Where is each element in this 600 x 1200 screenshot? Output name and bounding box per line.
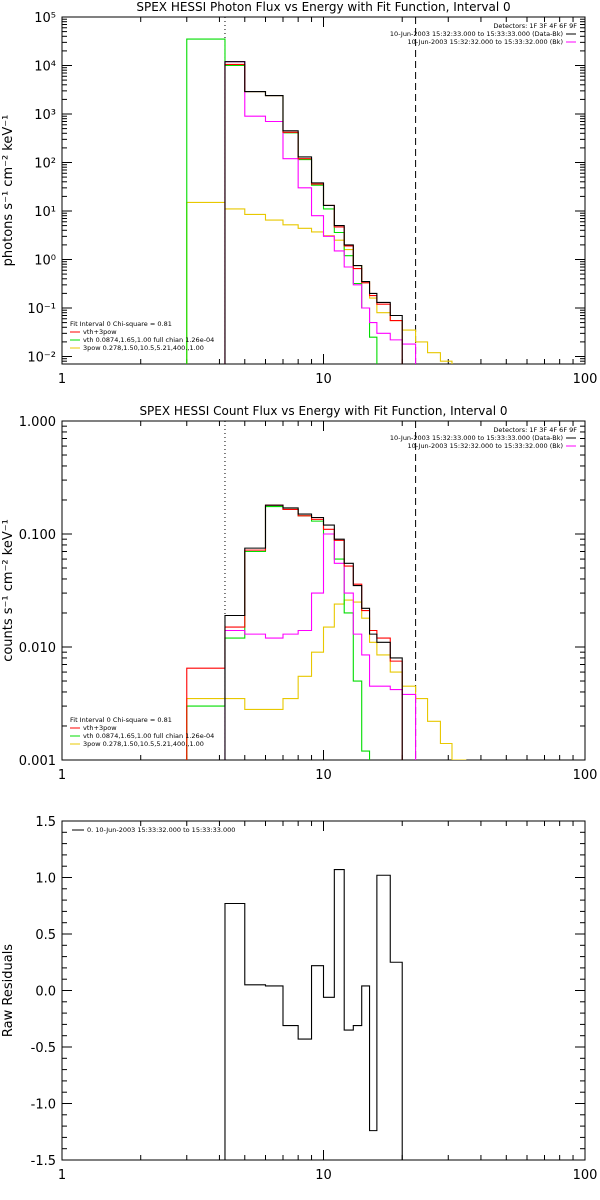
y-tick-label: 0.5 bbox=[35, 928, 56, 943]
y-tick-label: 0.0 bbox=[35, 985, 56, 1000]
x-tick-label: 10 bbox=[315, 768, 332, 783]
series-data bbox=[224, 504, 403, 760]
y-tick-label: 1.0 bbox=[35, 872, 56, 887]
x-tick-label: 1 bbox=[58, 1168, 66, 1183]
legend-entry: 10-Jun-2003 15:32:33.000 to 15:33:33.000… bbox=[390, 30, 563, 38]
x-tick-label: 1 bbox=[58, 768, 66, 783]
y-tick-label: 0.010 bbox=[19, 641, 56, 656]
y-tick-label: 10⁰ bbox=[34, 253, 56, 268]
y-axis-label: Raw Residuals bbox=[1, 944, 16, 1037]
series-data bbox=[224, 61, 403, 364]
series-vth-3pow bbox=[186, 504, 403, 760]
plot-title: SPEX HESSI Photon Flux vs Energy with Fi… bbox=[136, 0, 510, 14]
legend-entry: vth 0.0874,1.65,1.00 full chian 1.26e-04 bbox=[83, 336, 214, 344]
x-tick-label: 10 bbox=[315, 372, 332, 387]
legend-entry: vth+3pow bbox=[83, 328, 117, 336]
y-tick-label: 10² bbox=[34, 156, 56, 171]
photon-flux-panel: SPEX HESSI Photon Flux vs Energy with Fi… bbox=[1, 0, 597, 387]
plot-title: SPEX HESSI Count Flux vs Energy with Fit… bbox=[139, 404, 507, 418]
legend-entry: 10-Jun-2003 15:32:32.000 to 15:33:32.000… bbox=[408, 442, 563, 450]
series-3pow bbox=[186, 201, 453, 364]
y-tick-label: 10³ bbox=[34, 108, 56, 123]
y-tick-label: -0.5 bbox=[31, 1041, 56, 1056]
y-tick-label: 1.5 bbox=[35, 815, 56, 830]
y-axis-label: photons s⁻¹ cm⁻² keV⁻¹ bbox=[1, 115, 16, 267]
legend-detectors: Detectors: 1F 3F 4F 6F 9F bbox=[493, 426, 577, 434]
y-axis-label: counts s⁻¹ cm⁻² keV⁻¹ bbox=[1, 519, 16, 662]
residuals-panel: 1 10 100 -1.5 -1.0 -0.5 0.0 0.5 1.0 1.5 Raw Residu… bbox=[1, 815, 597, 1183]
legend-entry: 10-Jun-2003 15:32:33.000 to 15:33:33.000… bbox=[390, 434, 563, 442]
legend-entry: 0. 10-Jun-2003 15:33:32.000 to 15:33:33.… bbox=[87, 826, 235, 834]
y-tick-label: 10⁴ bbox=[34, 59, 56, 74]
series-vth-3pow bbox=[224, 63, 403, 364]
x-tick-label: 10 bbox=[315, 1168, 332, 1183]
series-group bbox=[186, 38, 453, 364]
y-tick-label: 0.001 bbox=[19, 754, 56, 769]
y-tick-label: -1.0 bbox=[31, 1098, 56, 1113]
legend-entry: vth 0.0874,1.65,1.00 full chian 1.26e-04 bbox=[83, 732, 214, 740]
legend-entry: 10-Jun-2003 15:32:32.000 to 15:33:32.000… bbox=[408, 38, 563, 46]
series-group bbox=[186, 504, 467, 760]
legend-entry: 3pow 0.278,1.50,10.5,5.21,400.,1.00 bbox=[83, 344, 204, 352]
x-tick-label: 100 bbox=[573, 372, 598, 387]
legend-entry: 3pow 0.278,1.50,10.5,5.21,400.,1.00 bbox=[83, 740, 204, 748]
y-tick-label: 10⁵ bbox=[34, 11, 56, 26]
legend-detectors: Detectors: 1F 3F 4F 6F 9F bbox=[493, 22, 577, 30]
legend-entry: vth+3pow bbox=[83, 724, 117, 732]
x-tick-label: 100 bbox=[573, 768, 598, 783]
legend-fit-header: Fit Interval 0 Chi-square = 0.81 bbox=[70, 716, 172, 724]
y-tick-label: 10⁻² bbox=[27, 350, 56, 365]
series-3pow bbox=[186, 599, 467, 760]
series-group bbox=[224, 869, 403, 1160]
y-tick-label: 1.000 bbox=[19, 415, 56, 430]
series-vth bbox=[186, 38, 378, 364]
x-tick-label: 1 bbox=[58, 372, 66, 387]
legend-fit-header: Fit Interval 0 Chi-square = 0.81 bbox=[70, 320, 172, 328]
y-tick-label: 10⁻¹ bbox=[27, 302, 56, 317]
count-flux-panel: SPEX HESSI Count Flux vs Energy with Fit… bbox=[1, 404, 597, 783]
series-0-10-jun-2003-15-33-32-000-to-15-33-33-000 bbox=[224, 869, 403, 1160]
series-vth bbox=[186, 505, 371, 760]
y-tick-label: 10¹ bbox=[34, 205, 56, 220]
series-fit bbox=[224, 61, 417, 364]
series-fit bbox=[224, 533, 417, 760]
y-tick-label: -1.5 bbox=[31, 1154, 56, 1169]
y-tick-label: 0.100 bbox=[19, 528, 56, 543]
x-tick-label: 100 bbox=[573, 1168, 598, 1183]
